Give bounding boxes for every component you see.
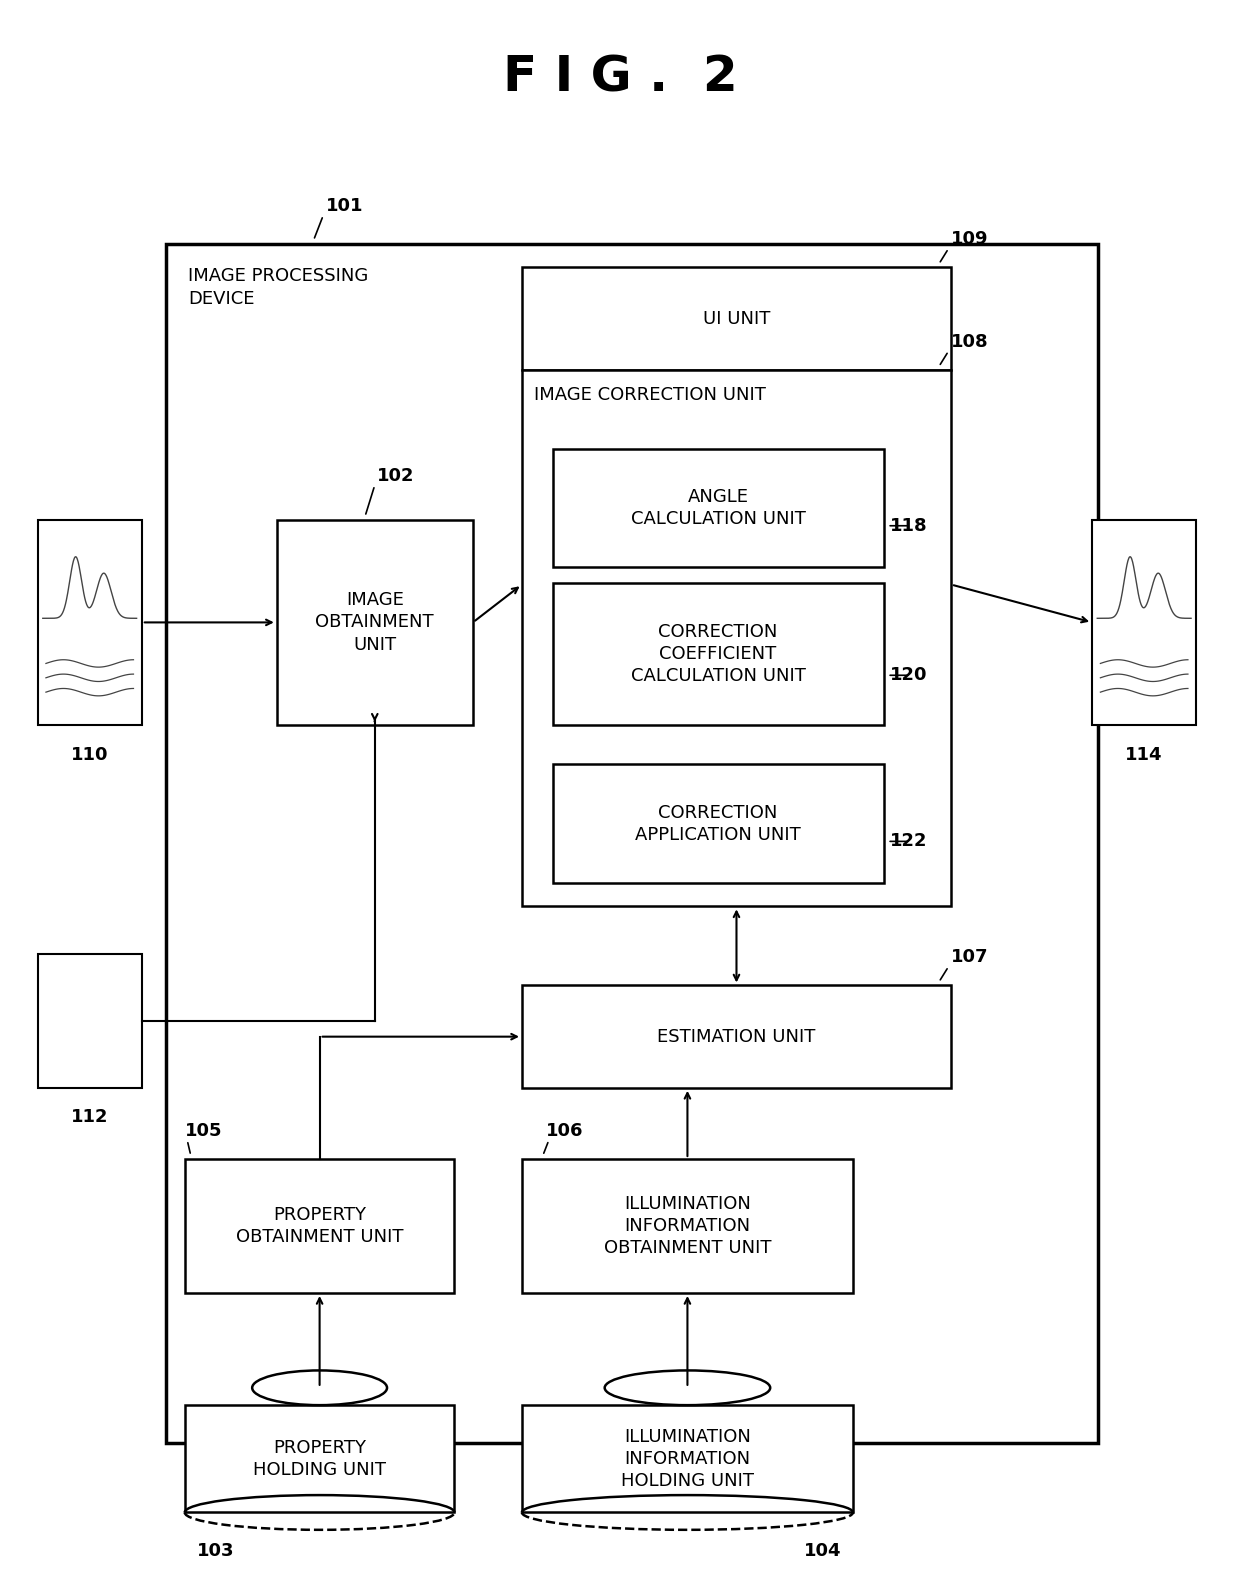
FancyBboxPatch shape xyxy=(553,583,884,724)
Text: CORRECTION
COEFFICIENT
CALCULATION UNIT: CORRECTION COEFFICIENT CALCULATION UNIT xyxy=(631,622,806,685)
Bar xyxy=(185,1406,455,1512)
Ellipse shape xyxy=(605,1371,770,1406)
FancyBboxPatch shape xyxy=(166,244,1099,1442)
FancyBboxPatch shape xyxy=(553,449,884,567)
Text: ILLUMINATION
INFORMATION
OBTAINMENT UNIT: ILLUMINATION INFORMATION OBTAINMENT UNIT xyxy=(604,1196,771,1258)
Text: 112: 112 xyxy=(71,1108,108,1127)
FancyBboxPatch shape xyxy=(553,764,884,884)
Text: 108: 108 xyxy=(951,333,988,350)
FancyBboxPatch shape xyxy=(522,267,951,369)
FancyBboxPatch shape xyxy=(185,1159,455,1293)
Text: 120: 120 xyxy=(890,667,928,685)
Text: 109: 109 xyxy=(951,231,988,248)
Text: ESTIMATION UNIT: ESTIMATION UNIT xyxy=(657,1028,816,1046)
FancyBboxPatch shape xyxy=(277,521,472,724)
Text: 105: 105 xyxy=(185,1122,222,1140)
FancyBboxPatch shape xyxy=(1092,521,1197,724)
Text: UI UNIT: UI UNIT xyxy=(703,309,770,328)
Text: 104: 104 xyxy=(804,1543,842,1560)
Text: IMAGE
OBTAINMENT
UNIT: IMAGE OBTAINMENT UNIT xyxy=(315,591,434,654)
Text: 118: 118 xyxy=(890,517,928,535)
Text: 102: 102 xyxy=(377,466,414,486)
FancyBboxPatch shape xyxy=(522,369,951,906)
Text: 103: 103 xyxy=(197,1543,234,1560)
Text: 110: 110 xyxy=(71,745,108,764)
Text: 107: 107 xyxy=(951,949,988,966)
Text: IMAGE PROCESSING
DEVICE: IMAGE PROCESSING DEVICE xyxy=(188,267,368,307)
Text: 106: 106 xyxy=(547,1122,584,1140)
Text: ILLUMINATION
INFORMATION
HOLDING UNIT: ILLUMINATION INFORMATION HOLDING UNIT xyxy=(621,1428,754,1490)
Text: IMAGE CORRECTION UNIT: IMAGE CORRECTION UNIT xyxy=(534,385,766,404)
Text: 114: 114 xyxy=(1126,745,1163,764)
FancyBboxPatch shape xyxy=(37,521,141,724)
FancyBboxPatch shape xyxy=(37,954,141,1087)
Text: 101: 101 xyxy=(326,197,363,215)
Text: CORRECTION
APPLICATION UNIT: CORRECTION APPLICATION UNIT xyxy=(635,804,801,844)
Text: 122: 122 xyxy=(890,833,928,850)
FancyBboxPatch shape xyxy=(522,985,951,1087)
Text: ANGLE
CALCULATION UNIT: ANGLE CALCULATION UNIT xyxy=(631,487,806,529)
Bar xyxy=(522,1406,853,1512)
Ellipse shape xyxy=(252,1371,387,1406)
Text: PROPERTY
OBTAINMENT UNIT: PROPERTY OBTAINMENT UNIT xyxy=(236,1205,403,1247)
Text: PROPERTY
HOLDING UNIT: PROPERTY HOLDING UNIT xyxy=(253,1439,386,1479)
FancyBboxPatch shape xyxy=(522,1159,853,1293)
Text: F I G .  2: F I G . 2 xyxy=(502,54,738,102)
